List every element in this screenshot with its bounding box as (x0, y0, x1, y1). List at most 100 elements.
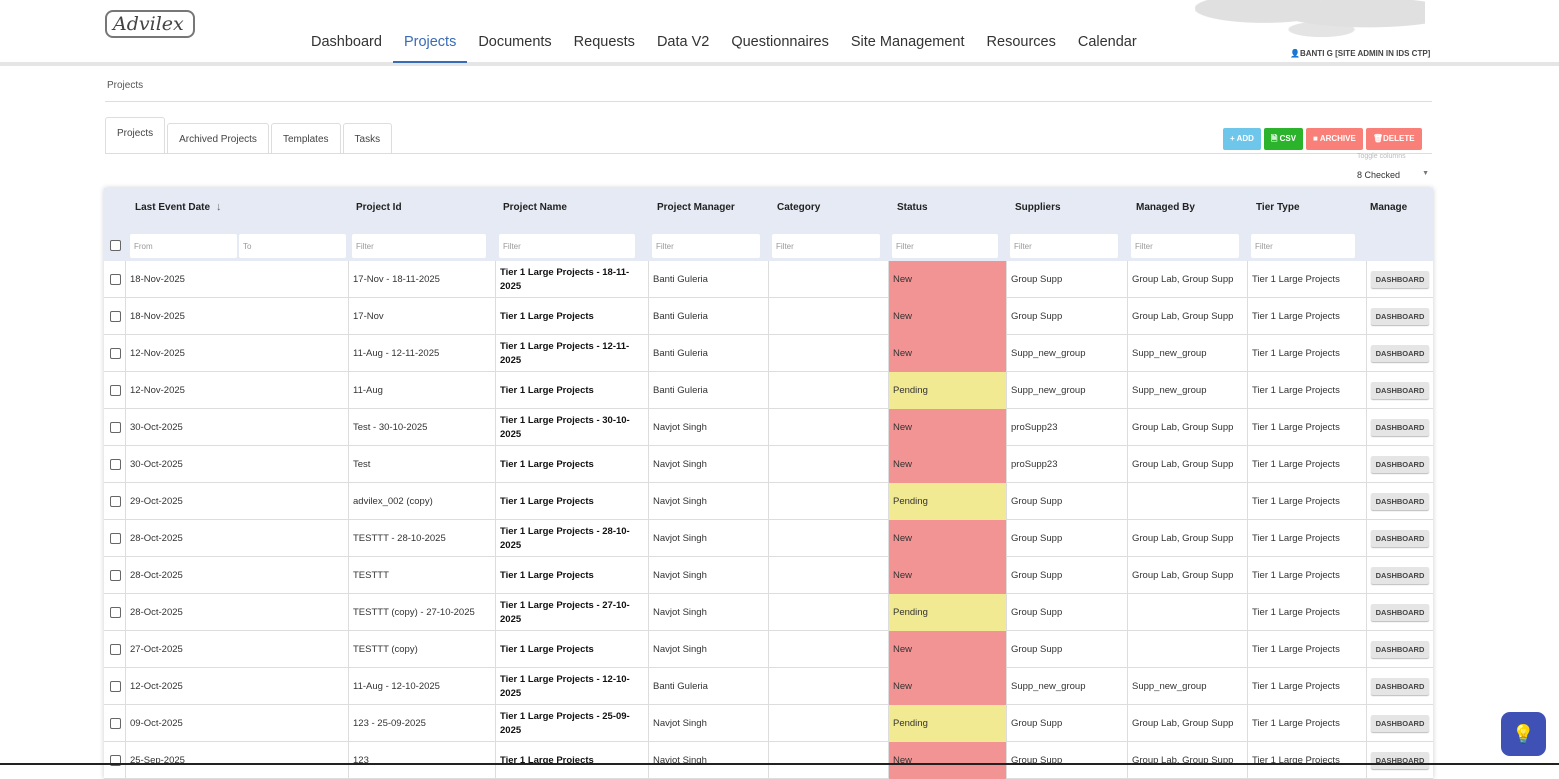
date-to-filter[interactable]: To (239, 234, 346, 258)
project-name[interactable]: Tier 1 Large Projects - 28-10-2025 (495, 520, 648, 557)
nav-dashboard[interactable]: Dashboard (311, 34, 382, 50)
tab-bar: Projects Archived Projects Templates Tasks (105, 117, 394, 154)
row-checkbox[interactable] (110, 570, 121, 581)
project-name[interactable]: Tier 1 Large Projects (495, 631, 648, 668)
project-name[interactable]: Tier 1 Large Projects (495, 483, 648, 520)
dashboard-button[interactable]: DASHBOARD (1370, 493, 1430, 510)
dashboard-button[interactable]: DASHBOARD (1370, 715, 1430, 732)
csv-button[interactable]: 🗎 CSV (1263, 128, 1304, 150)
column-filter-input[interactable]: Filter (892, 234, 998, 258)
user-menu[interactable]: 👤BANTI G [SITE ADMIN IN IDS CTP] (1290, 49, 1430, 58)
lightbulb-help-button[interactable]: 💡 (1501, 712, 1546, 756)
category (768, 557, 888, 594)
dashboard-button[interactable]: DASHBOARD (1370, 271, 1430, 288)
breadcrumb[interactable]: Projects (107, 80, 144, 91)
toggle-columns-select[interactable]: 8 Checked ▼ (1357, 170, 1429, 180)
dashboard-button[interactable]: DASHBOARD (1370, 678, 1430, 695)
nav-site-management[interactable]: Site Management (850, 34, 965, 50)
column-header-project-name[interactable]: Project Name (503, 202, 567, 213)
dashboard-button[interactable]: DASHBOARD (1370, 641, 1430, 658)
row-checkbox[interactable] (110, 718, 121, 729)
project-name[interactable]: Tier 1 Large Projects - 12-10-2025 (495, 668, 648, 705)
delete-button[interactable]: 🗑DELETE (1365, 128, 1422, 150)
row-checkbox[interactable] (110, 607, 121, 618)
project-name[interactable]: Tier 1 Large Projects (495, 372, 648, 409)
dashboard-button[interactable]: DASHBOARD (1370, 752, 1430, 769)
column-header-managed-by[interactable]: Managed By (1136, 202, 1195, 213)
row-checkbox[interactable] (110, 274, 121, 285)
row-checkbox[interactable] (110, 644, 121, 655)
sort-down-icon[interactable]: ↓ (216, 201, 222, 213)
nav-calendar[interactable]: Calendar (1077, 34, 1137, 50)
column-header-tier-type[interactable]: Tier Type (1256, 202, 1300, 213)
dashboard-button[interactable]: DASHBOARD (1370, 567, 1430, 584)
project-name[interactable]: Tier 1 Large Projects - 25-09-2025 (495, 705, 648, 742)
dashboard-button[interactable]: DASHBOARD (1370, 456, 1430, 473)
project-name[interactable]: Tier 1 Large Projects - 12-11-2025 (495, 335, 648, 372)
dashboard-button[interactable]: DASHBOARD (1370, 530, 1430, 547)
dashboard-button[interactable]: DASHBOARD (1370, 604, 1430, 621)
project-name[interactable]: Tier 1 Large Projects (495, 298, 648, 335)
project-name[interactable]: Tier 1 Large Projects - 18-11-2025 (495, 261, 648, 298)
category (768, 409, 888, 446)
column-filter-input[interactable]: Filter (1010, 234, 1118, 258)
top-header: Advilex Dashboard Projects Documents Reques… (0, 0, 1559, 66)
tab-projects[interactable]: Projects (105, 117, 166, 154)
project-name[interactable]: Tier 1 Large Projects (495, 446, 648, 483)
managed-by: Group Lab, Group Supp (1127, 705, 1247, 742)
date-from-filter[interactable]: From (130, 234, 237, 258)
column-header-status[interactable]: Status (897, 202, 928, 213)
dashboard-button[interactable]: DASHBOARD (1370, 308, 1430, 325)
archive-button[interactable]: ■ ARCHIVE (1306, 128, 1363, 150)
row-checkbox[interactable] (110, 422, 121, 433)
column-filter-input[interactable]: Filter (1251, 234, 1355, 258)
project-name[interactable]: Tier 1 Large Projects (495, 557, 648, 594)
advilex-logo[interactable]: Advilex (105, 10, 195, 38)
manage-cell: DASHBOARD (1366, 594, 1433, 631)
dashboard-button[interactable]: DASHBOARD (1370, 382, 1430, 399)
column-filter-input[interactable]: Filter (1131, 234, 1239, 258)
dashboard-button[interactable]: DASHBOARD (1370, 419, 1430, 436)
column-header-project-id[interactable]: Project Id (356, 202, 402, 213)
row-checkbox[interactable] (110, 496, 121, 507)
row-checkbox[interactable] (110, 459, 121, 470)
column-filter-input[interactable]: Filter (652, 234, 760, 258)
column-header-category[interactable]: Category (777, 202, 821, 213)
select-all-checkbox[interactable] (110, 240, 121, 251)
tab-templates[interactable]: Templates (270, 123, 341, 154)
nav-requests[interactable]: Requests (573, 34, 635, 50)
dashboard-button[interactable]: DASHBOARD (1370, 345, 1430, 362)
column-header-suppliers[interactable]: Suppliers (1015, 202, 1061, 213)
column-header-manage[interactable]: Manage (1370, 202, 1408, 213)
project-manager: Navjot Singh (648, 742, 768, 779)
tab-tasks[interactable]: Tasks (342, 123, 393, 154)
column-header-project-manager[interactable]: Project Manager (657, 202, 735, 213)
row-checkbox[interactable] (110, 533, 121, 544)
project-manager: Navjot Singh (648, 594, 768, 631)
nav-resources[interactable]: Resources (986, 34, 1056, 50)
column-header-last-event-date[interactable]: Last Event Date (135, 202, 211, 213)
status-cell: New (888, 335, 1006, 372)
project-name[interactable]: Tier 1 Large Projects - 27-10-2025 (495, 594, 648, 631)
row-checkbox[interactable] (110, 385, 121, 396)
column-filter-input[interactable]: Filter (772, 234, 880, 258)
project-manager: Banti Guleria (648, 298, 768, 335)
last-event-date: 25-Sep-2025 (125, 742, 348, 779)
project-name[interactable]: Tier 1 Large Projects (495, 742, 648, 779)
add-button[interactable]: + ADD (1223, 128, 1261, 150)
tier-type: Tier 1 Large Projects (1247, 261, 1366, 298)
row-checkbox[interactable] (110, 311, 121, 322)
nav-projects[interactable]: Projects (392, 26, 468, 63)
project-name[interactable]: Tier 1 Large Projects - 30-10-2025 (495, 409, 648, 446)
category (768, 520, 888, 557)
row-checkbox[interactable] (110, 348, 121, 359)
tab-archived-projects[interactable]: Archived Projects (167, 123, 269, 154)
status-cell: Pending (888, 483, 1006, 520)
column-filter-input[interactable]: Filter (499, 234, 635, 258)
nav-questionnaires[interactable]: Questionnaires (731, 34, 829, 50)
row-checkbox[interactable] (110, 681, 121, 692)
column-filter-input[interactable]: Filter (352, 234, 486, 258)
nav-documents[interactable]: Documents (478, 34, 552, 50)
toggle-columns-label: Toggle columns (1357, 153, 1406, 160)
nav-data-v2[interactable]: Data V2 (656, 34, 710, 50)
